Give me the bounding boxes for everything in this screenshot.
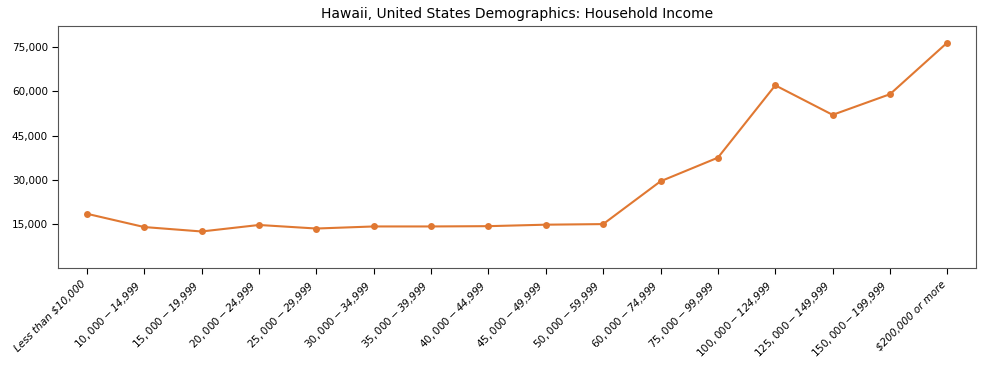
Title: Hawaii, United States Demographics: Household Income: Hawaii, United States Demographics: Hous… (321, 7, 714, 21)
